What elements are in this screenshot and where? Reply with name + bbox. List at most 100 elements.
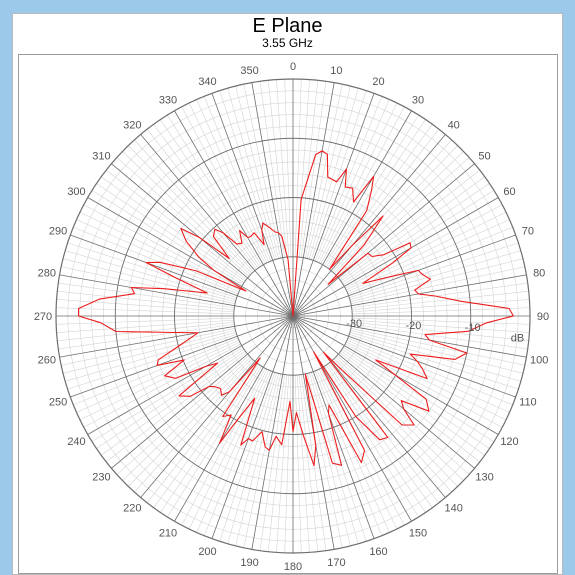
minor-spoke (350, 328, 525, 366)
minor-spoke (316, 370, 390, 533)
minor-spoke (346, 341, 507, 421)
minor-spoke (146, 362, 257, 503)
minor-spoke (56, 299, 234, 313)
major-spoke (292, 134, 446, 317)
minor-spoke (352, 299, 530, 313)
minor-spoke (300, 374, 327, 551)
minor-spoke (56, 317, 234, 325)
minor-spoke (296, 375, 310, 553)
minor-spoke (325, 364, 426, 513)
minor-spoke (61, 266, 236, 304)
angle-tick-label: 340 (198, 76, 216, 88)
angle-tick-label: 20 (372, 76, 384, 88)
minor-spoke (309, 88, 359, 260)
minor-spoke (314, 96, 383, 262)
angle-tick-label: 80 (533, 268, 545, 280)
angle-tick-label: 0 (290, 61, 296, 73)
minor-spoke (58, 323, 235, 350)
minor-spoke (62, 330, 236, 374)
minor-spoke (294, 79, 302, 257)
angle-tick-label: 260 (38, 354, 56, 366)
radial-tick-label: -30 (346, 318, 362, 330)
minor-spoke (188, 369, 268, 530)
minor-spoke (203, 96, 272, 262)
minor-spoke (324, 366, 419, 518)
minor-spoke (305, 84, 343, 259)
major-spoke (251, 315, 294, 550)
minor-spoke (347, 339, 510, 413)
radial-tick-label: -10 (465, 322, 481, 334)
angle-tick-label: 220 (123, 503, 141, 515)
minor-spoke (340, 176, 485, 282)
minor-spoke (318, 369, 398, 530)
angle-tick-label: 130 (475, 472, 493, 484)
minor-spoke (227, 88, 277, 260)
minor-spoke (343, 347, 495, 442)
minor-spoke (83, 343, 241, 428)
minor-spoke (341, 183, 490, 284)
angle-tick-label: 40 (448, 119, 460, 131)
major-spoke (292, 315, 475, 469)
minor-spoke (316, 99, 390, 262)
minor-spoke (351, 290, 529, 311)
minor-spoke (333, 145, 458, 274)
angle-tick-label: 30 (412, 94, 424, 106)
major-spoke (174, 315, 294, 522)
minor-spoke (350, 330, 524, 374)
major-spoke (70, 234, 294, 317)
major-spoke (292, 274, 527, 317)
minor-spoke (227, 372, 277, 544)
major-spoke (292, 234, 516, 317)
minor-spoke (65, 250, 237, 300)
minor-spoke (134, 139, 254, 273)
minor-spoke (314, 370, 383, 536)
minor-spoke (128, 145, 253, 274)
minor-spoke (327, 363, 433, 508)
minor-spoke (146, 129, 257, 270)
radial-tick-label: -20 (405, 320, 421, 332)
minor-spoke (56, 319, 234, 333)
minor-spoke (219, 372, 275, 542)
chart-title: E Plane (252, 15, 323, 37)
angle-tick-label: 310 (92, 150, 110, 162)
minor-spoke (73, 226, 239, 295)
minor-spoke (294, 375, 302, 553)
minor-spoke (351, 321, 529, 342)
minor-spoke (340, 350, 485, 456)
angle-tick-label: 320 (123, 119, 141, 131)
angle-tick-label: 250 (49, 397, 67, 409)
minor-spoke (188, 102, 268, 263)
minor-spoke (83, 204, 241, 289)
minor-spoke (351, 282, 528, 309)
minor-spoke (347, 226, 513, 295)
minor-spoke (65, 332, 237, 382)
major-spoke (292, 93, 375, 317)
minor-spoke (311, 372, 367, 542)
major-spoke (292, 82, 335, 317)
minor-spoke (122, 356, 251, 481)
minor-spoke (76, 339, 239, 413)
major-spoke (111, 315, 294, 469)
major-spoke (292, 197, 499, 317)
minor-spoke (101, 350, 246, 456)
angle-tick-label: 50 (478, 150, 490, 162)
major-spoke (211, 315, 294, 539)
minor-spoke (349, 250, 521, 300)
major-spoke (292, 163, 475, 317)
minor-spoke (350, 258, 524, 302)
minor-spoke (332, 139, 452, 273)
angle-tick-label: 180 (284, 561, 302, 573)
minor-spoke (167, 114, 262, 266)
minor-spoke (101, 176, 246, 282)
minor-spoke (219, 90, 275, 260)
minor-spoke (122, 151, 251, 276)
angle-tick-label: 230 (92, 472, 110, 484)
chart-subtitle: 3.55 GHz (262, 36, 313, 50)
angle-tick-label: 280 (38, 268, 56, 280)
minor-spoke (116, 355, 250, 475)
angle-tick-label: 170 (327, 557, 345, 569)
minor-spoke (96, 183, 245, 284)
angle-tick-label: 200 (198, 546, 216, 558)
angle-tick-label: 70 (522, 225, 534, 237)
minor-spoke (56, 307, 234, 315)
